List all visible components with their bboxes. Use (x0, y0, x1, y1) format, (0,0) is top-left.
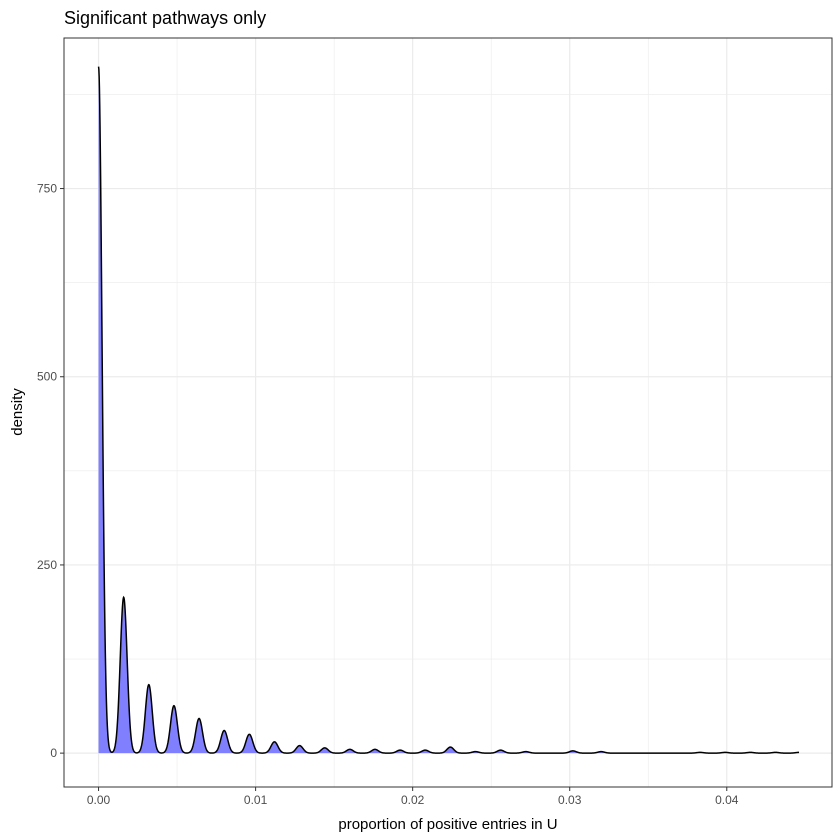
x-tick-label: 0.03 (558, 793, 582, 807)
y-axis: 0 250 500 750 (37, 182, 64, 760)
x-tick-label: 0.00 (87, 793, 111, 807)
minor-gridlines (64, 38, 832, 787)
y-axis-title: density (9, 388, 26, 436)
y-tick-label: 750 (37, 182, 57, 196)
panel-background (64, 38, 832, 787)
panel-border (63, 37, 833, 788)
x-tick-label: 0.04 (715, 793, 739, 807)
x-tick-label: 0.01 (244, 793, 268, 807)
density-line (97, 66, 800, 754)
x-tick-label: 0.02 (401, 793, 425, 807)
plot-panel (63, 37, 833, 788)
chart-title: Significant pathways only (64, 8, 266, 28)
y-tick-label: 500 (37, 370, 57, 384)
y-tick-label: 250 (37, 558, 57, 572)
x-axis: 0.00 0.01 0.02 0.03 0.04 (87, 787, 739, 807)
y-tick-label: 0 (50, 746, 57, 760)
x-axis-title: proportion of positive entries in U (338, 816, 557, 833)
